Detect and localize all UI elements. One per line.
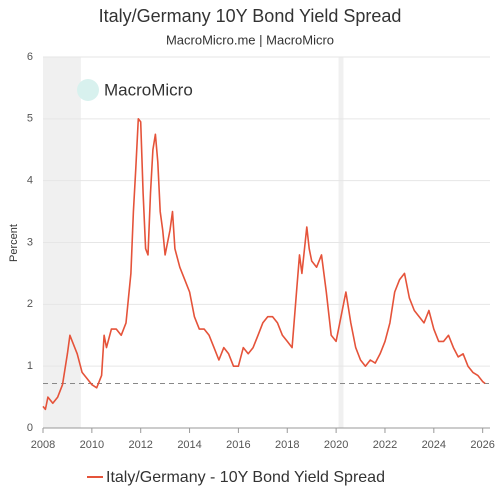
legend-label[interactable]: Italy/Germany - 10Y Bond Yield Spread — [106, 469, 385, 486]
x-tick-label: 2020 — [324, 439, 348, 451]
y-tick-label: 6 — [27, 51, 33, 63]
x-tick-label: 2022 — [373, 439, 397, 451]
x-tick-label: 2008 — [31, 439, 55, 451]
chart-title: Italy/Germany 10Y Bond Yield Spread — [99, 6, 402, 26]
x-tick-label: 2024 — [422, 439, 446, 451]
y-tick-label: 5 — [27, 113, 33, 125]
y-tick-label: 4 — [27, 175, 33, 187]
series-line — [42, 118, 486, 411]
x-tick-label: 2016 — [226, 439, 250, 451]
y-tick-label: 2 — [27, 298, 33, 310]
y-tick-label: 3 — [27, 236, 33, 248]
y-tick-label: 1 — [27, 360, 33, 372]
x-tick-label: 2012 — [128, 439, 152, 451]
x-tick-label: 2010 — [80, 439, 104, 451]
y-tick-label: 0 — [27, 422, 33, 434]
chart-subtitle: MacroMicro.me | MacroMicro — [166, 32, 334, 47]
watermark: MacroMicro — [104, 80, 193, 99]
x-tick-label: 2018 — [275, 439, 299, 451]
y-axis-label: Percent — [8, 224, 20, 262]
x-tick-label: 2026 — [470, 439, 494, 451]
x-tick-label: 2014 — [177, 439, 201, 451]
watermark-icon — [77, 79, 99, 101]
